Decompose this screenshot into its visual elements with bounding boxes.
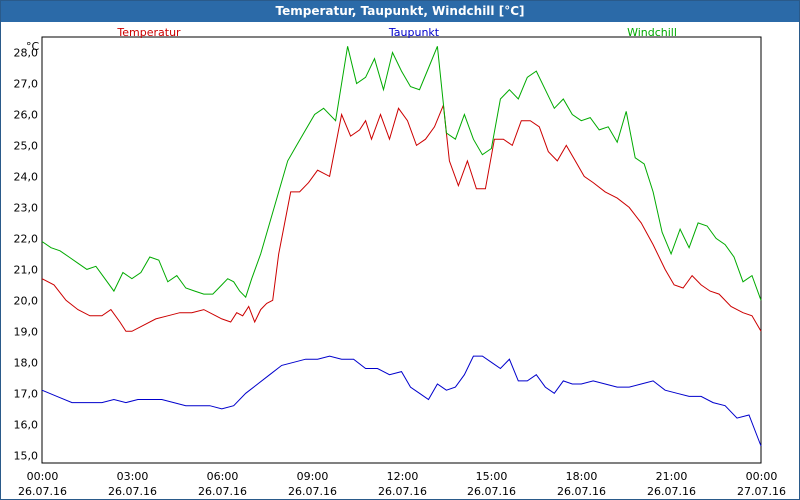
y-tick-label: 21,0 (14, 264, 39, 277)
plot-area (41, 36, 762, 464)
y-tick-label: 16,0 (14, 419, 39, 432)
legend-entry-temperatur: Temperatur (116, 26, 181, 39)
series-line-taupunkt (41, 355, 762, 447)
y-tick-label: 22,0 (14, 233, 39, 246)
axes: 15,0 16,0 17,0 18,0 19,0 20,0 21,0 22,0 23,0 24,0… (14, 36, 786, 498)
y-tick-label: 26,0 (14, 109, 39, 122)
x-tick-date: 26.07.16 (18, 485, 67, 498)
x-tick-time: 03:00 (117, 470, 149, 483)
y-tick-label: 28,0 (14, 47, 39, 60)
x-tick-time: 18:00 (566, 470, 598, 483)
x-tick-time: 15:00 (476, 470, 508, 483)
legend: Temperatur Taupunkt Windchill (116, 26, 677, 39)
x-tick-time: 00:00 (746, 470, 778, 483)
y-tick-label: 18,0 (14, 357, 39, 370)
legend-entry-taupunkt: Taupunkt (388, 26, 440, 39)
x-tick-date: 26.07.16 (467, 485, 516, 498)
x-tick-date: 26.07.16 (557, 485, 606, 498)
x-tick-date: 26.07.16 (108, 485, 157, 498)
x-tick-time: 06:00 (207, 470, 239, 483)
x-tick-time: 09:00 (297, 470, 329, 483)
y-tick-label: 15,0 (14, 450, 39, 463)
y-axis-label: °C (26, 40, 40, 53)
y-tick-label: 19,0 (14, 326, 39, 339)
series-line-temperatur (41, 105, 762, 332)
window-title: Temperatur, Taupunkt, Windchill [°C] (1, 1, 799, 22)
y-tick-label: 17,0 (14, 388, 39, 401)
x-tick-date: 26.07.16 (288, 485, 337, 498)
y-tick-label: 25,0 (14, 140, 39, 153)
x-tick-date: 26.07.16 (198, 485, 247, 498)
y-tick-label: 24,0 (14, 171, 39, 184)
y-tick-label: 20,0 (14, 295, 39, 308)
x-tick-time: 00:00 (27, 470, 59, 483)
x-tick-date: 26.07.16 (647, 485, 696, 498)
x-tick-time: 21:00 (656, 470, 688, 483)
x-tick-date: 26.07.16 (378, 485, 427, 498)
series-group (41, 46, 762, 447)
legend-entry-windchill: Windchill (627, 26, 677, 39)
x-tick-date: 27.07.16 (737, 485, 786, 498)
series-line-windchill (41, 46, 762, 301)
y-tick-label: 23,0 (14, 202, 39, 215)
x-tick-time: 12:00 (387, 470, 419, 483)
y-tick-label: 27,0 (14, 78, 39, 91)
